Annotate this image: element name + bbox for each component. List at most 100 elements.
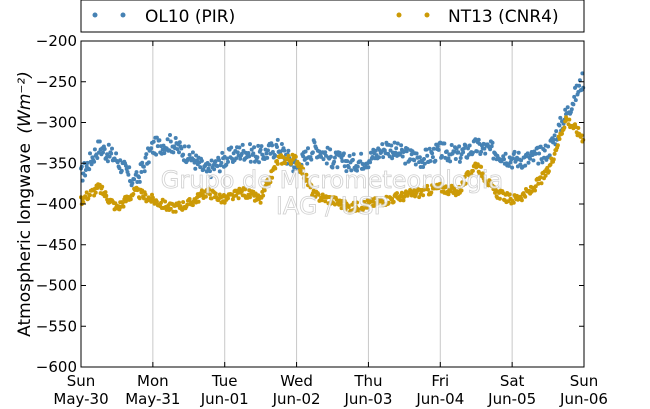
- data-point-ol10: [479, 149, 484, 154]
- data-point-ol10: [168, 133, 172, 137]
- data-point-ol10: [225, 156, 230, 161]
- data-point-ol10: [405, 147, 410, 151]
- y-tick-label: −350: [36, 154, 77, 172]
- data-point-ol10: [400, 154, 405, 159]
- data-point-ol10: [470, 150, 475, 155]
- data-point-nt13: [469, 172, 474, 176]
- data-point-nt13: [323, 199, 328, 204]
- data-point-nt13: [401, 198, 406, 203]
- data-point-nt13: [258, 200, 263, 205]
- data-point-ol10: [273, 153, 278, 158]
- data-point-nt13: [429, 190, 434, 195]
- data-point-ol10: [489, 144, 494, 149]
- data-point-ol10: [306, 146, 310, 151]
- data-point-nt13: [288, 161, 293, 166]
- data-point-nt13: [88, 193, 92, 198]
- data-point-ol10: [551, 137, 556, 142]
- y-tick-label: −550: [36, 317, 77, 335]
- data-point-nt13: [346, 205, 351, 209]
- data-point-ol10: [265, 155, 270, 160]
- x-tick-day: Sat: [500, 372, 525, 390]
- data-point-nt13: [579, 133, 584, 138]
- data-point-nt13: [581, 137, 586, 142]
- legend-marker-ol10: [92, 12, 98, 18]
- data-point-nt13: [362, 199, 367, 204]
- data-point-nt13: [304, 172, 309, 177]
- data-point-ol10: [398, 151, 403, 156]
- data-point-ol10: [454, 146, 459, 151]
- data-point-ol10: [533, 151, 538, 156]
- data-point-ol10: [324, 161, 329, 166]
- data-point-nt13: [168, 206, 173, 211]
- data-point-ol10: [126, 172, 131, 177]
- data-point-nt13: [128, 197, 133, 202]
- data-point-ol10: [403, 161, 408, 166]
- y-tick-label: −600: [36, 358, 77, 376]
- data-point-nt13: [209, 196, 214, 201]
- data-point-ol10: [463, 143, 468, 148]
- data-point-ol10: [95, 156, 100, 160]
- data-point-ol10: [547, 153, 552, 158]
- data-point-ol10: [552, 133, 557, 138]
- data-point-nt13: [213, 191, 218, 196]
- data-point-ol10: [443, 155, 448, 160]
- x-tick-day: Fri: [431, 372, 449, 390]
- data-point-ol10: [157, 138, 162, 143]
- data-point-nt13: [143, 192, 148, 197]
- data-point-nt13: [395, 191, 399, 196]
- data-point-nt13: [486, 183, 491, 188]
- data-point-ol10: [305, 161, 310, 166]
- data-point-nt13: [104, 193, 109, 198]
- data-point-ol10: [490, 140, 495, 145]
- data-point-nt13: [546, 169, 551, 174]
- data-point-ol10: [581, 85, 586, 90]
- data-point-ol10: [234, 156, 239, 161]
- data-point-ol10: [105, 159, 110, 164]
- data-point-ol10: [303, 149, 308, 154]
- data-point-ol10: [199, 158, 204, 163]
- data-point-ol10: [258, 147, 263, 152]
- data-point-ol10: [572, 94, 577, 99]
- data-point-ol10: [346, 165, 351, 170]
- data-point-ol10: [255, 155, 260, 160]
- data-point-ol10: [171, 150, 176, 155]
- legend-marker-nt13: [396, 12, 402, 18]
- data-point-ol10: [491, 156, 496, 161]
- data-point-nt13: [300, 171, 305, 176]
- legend-box: [80, 0, 585, 33]
- data-point-ol10: [256, 143, 261, 148]
- data-point-nt13: [131, 192, 136, 196]
- data-point-ol10: [394, 146, 399, 151]
- data-point-ol10: [344, 169, 349, 174]
- data-point-ol10: [502, 157, 506, 162]
- data-point-nt13: [384, 194, 389, 199]
- data-point-ol10: [270, 143, 275, 148]
- data-point-ol10: [347, 153, 352, 158]
- data-point-nt13: [425, 183, 430, 188]
- data-point-nt13: [297, 161, 301, 166]
- data-point-nt13: [268, 180, 273, 185]
- data-point-ol10: [154, 152, 159, 157]
- data-point-nt13: [399, 190, 404, 195]
- y-tick-label: −450: [36, 236, 77, 254]
- data-point-ol10: [80, 178, 85, 183]
- data-point-nt13: [543, 173, 548, 178]
- data-point-ol10: [117, 166, 122, 171]
- data-point-ol10: [146, 160, 151, 165]
- data-point-ol10: [291, 169, 296, 174]
- data-point-nt13: [208, 192, 212, 197]
- data-point-nt13: [154, 199, 159, 204]
- data-point-ol10: [457, 144, 462, 149]
- data-point-ol10: [79, 164, 84, 169]
- data-point-ol10: [177, 150, 181, 155]
- data-point-ol10: [351, 152, 356, 157]
- data-point-ol10: [149, 146, 154, 151]
- data-point-ol10: [435, 144, 440, 149]
- data-point-ol10: [519, 158, 524, 163]
- data-point-ol10: [208, 169, 212, 174]
- data-point-ol10: [237, 145, 242, 150]
- data-point-ol10: [413, 162, 418, 167]
- data-point-ol10: [393, 150, 398, 155]
- data-point-ol10: [446, 156, 451, 161]
